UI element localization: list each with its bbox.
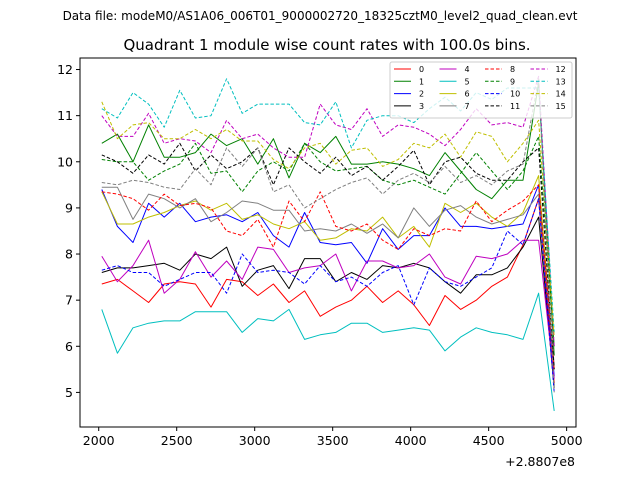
series-line-11 (101, 142, 555, 370)
series-line-12 (101, 75, 555, 347)
series-line-2 (101, 184, 555, 377)
legend-item-6: 6 (439, 90, 470, 99)
legend-item-4: 4 (439, 65, 470, 74)
series-line-1 (101, 82, 555, 356)
legend-item-15: 15 (530, 102, 566, 111)
plot-axes: 2000 2500 3000 3500 4000 4500 5000 56789101112… (57, 57, 583, 469)
legend-label: 10 (510, 90, 520, 99)
series-line-10 (101, 198, 555, 393)
x-tick-label: 4500 (473, 433, 505, 448)
y-axis: 5 6 7 8 9 10 11 12 (57, 62, 80, 400)
x-tick-label: 4000 (395, 433, 427, 448)
legend-item-2: 2 (394, 90, 424, 99)
series-line-5 (101, 292, 555, 411)
x-tick-label: 5000 (551, 433, 583, 448)
legend-label: 15 (556, 102, 566, 111)
x-tick-label: 3000 (239, 433, 271, 448)
legend-item-1: 1 (394, 77, 424, 86)
series-line-4 (101, 239, 555, 379)
legend-label: 0 (419, 65, 424, 74)
legend-label: 9 (510, 77, 515, 86)
legend-item-5: 5 (439, 77, 470, 86)
y-tick-label: 7 (65, 293, 73, 308)
x-axis: 2000 2500 3000 3500 4000 4500 5000 (83, 427, 583, 448)
legend-label: 7 (465, 102, 470, 111)
legend-label: 3 (419, 102, 424, 111)
x-tick-label: 3500 (317, 433, 349, 448)
legend-label: 8 (510, 65, 515, 74)
legend-label: 1 (419, 77, 424, 86)
series-line-9 (101, 135, 555, 347)
series-line-15 (101, 78, 555, 393)
y-tick-label: 5 (65, 385, 73, 400)
y-tick-label: 6 (65, 339, 73, 354)
y-tick-label: 8 (65, 247, 73, 262)
series-layer (101, 75, 555, 411)
legend-label: 11 (510, 102, 520, 111)
y-tick-label: 11 (57, 108, 73, 123)
series-line-8 (101, 184, 555, 370)
legend-item-7: 7 (439, 102, 470, 111)
figure-suptitle: Data file: modeM0/AS1A06_006T01_90000027… (63, 9, 578, 23)
legend-item-14: 14 (530, 90, 566, 99)
x-tick-label: 2000 (83, 433, 115, 448)
series-line-14 (101, 101, 555, 338)
legend-item-10: 10 (485, 90, 520, 99)
legend-box (389, 61, 573, 119)
series-line-7 (101, 186, 555, 365)
legend-label: 13 (556, 77, 566, 86)
legend-label: 6 (465, 90, 470, 99)
x-axis-offset-label: +2.8807e8 (505, 454, 575, 469)
legend-label: 14 (556, 90, 566, 99)
legend-label: 12 (556, 65, 566, 74)
legend-item-0: 0 (394, 65, 424, 74)
plot-frame (79, 57, 577, 428)
legend-label: 4 (465, 65, 470, 74)
y-tick-label: 12 (57, 62, 73, 77)
legend-item-8: 8 (485, 65, 515, 74)
legend-item-11: 11 (485, 102, 520, 111)
y-tick-label: 9 (65, 200, 73, 215)
x-tick-label: 2500 (161, 433, 193, 448)
legend-item-9: 9 (485, 77, 515, 86)
legend-item-13: 13 (530, 77, 566, 86)
legend-item-3: 3 (394, 102, 424, 111)
legend-item-12: 12 (530, 65, 566, 74)
y-tick-label: 10 (57, 154, 73, 169)
chart-title: Quadrant 1 module wise count rates with … (123, 36, 530, 54)
legend-label: 2 (419, 90, 424, 99)
legend-label: 5 (465, 77, 470, 86)
series-line-3 (101, 216, 555, 388)
